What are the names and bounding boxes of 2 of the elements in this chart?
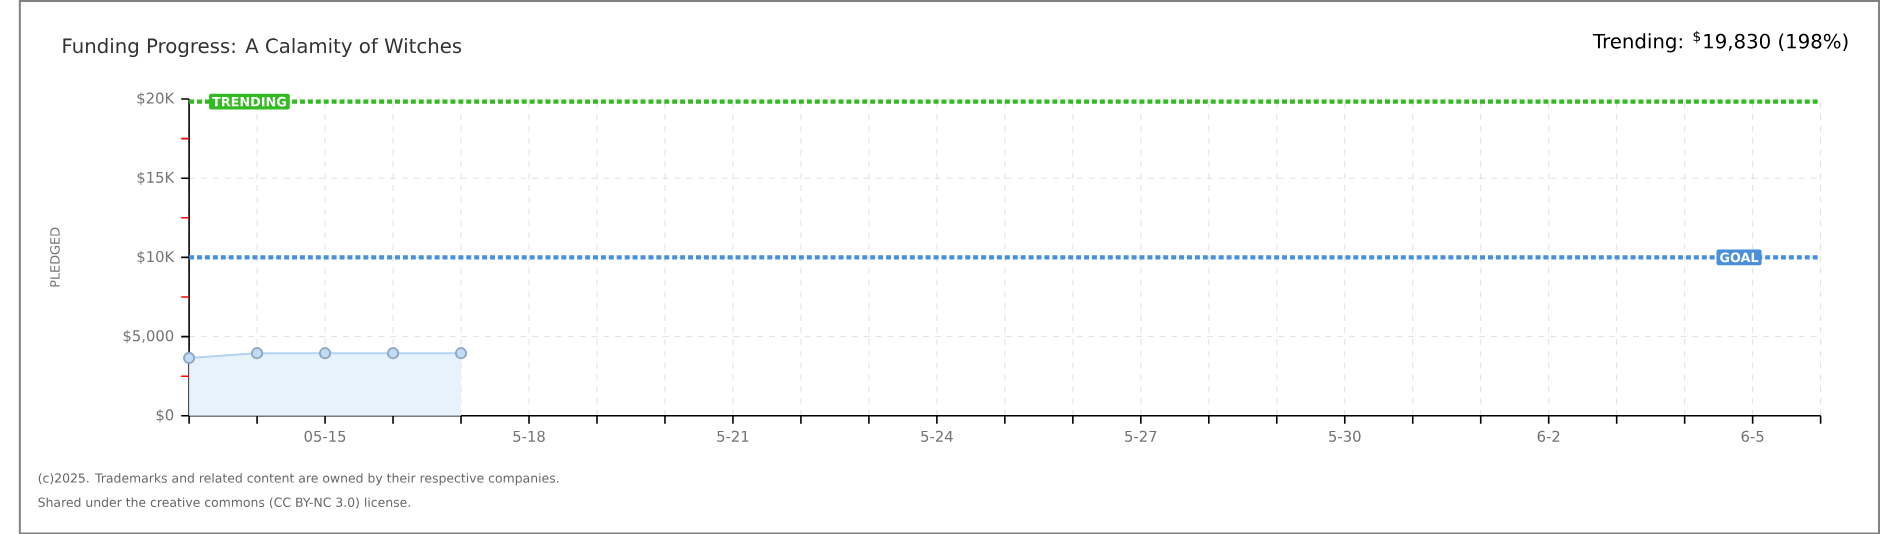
chart-title: Funding Progress: A Calamity of Witches — [63, 37, 462, 57]
chart-subtitle: Trending: $^{$}$19,830 (198%) — [1592, 30, 1848, 53]
